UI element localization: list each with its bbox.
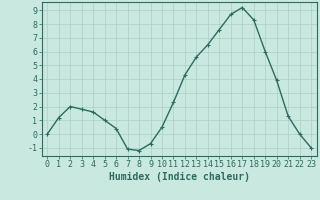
X-axis label: Humidex (Indice chaleur): Humidex (Indice chaleur) [109, 172, 250, 182]
